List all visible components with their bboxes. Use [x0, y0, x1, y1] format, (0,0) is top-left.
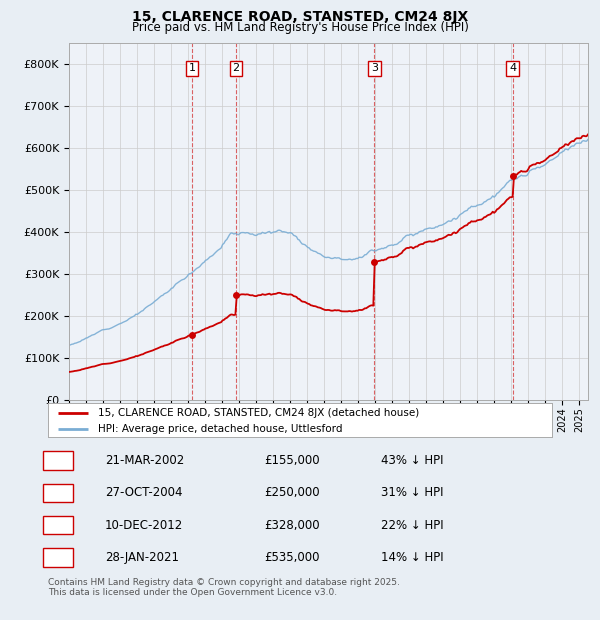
Text: 28-JAN-2021: 28-JAN-2021 — [105, 551, 179, 564]
Text: 4: 4 — [509, 63, 517, 73]
Text: 27-OCT-2004: 27-OCT-2004 — [105, 487, 182, 499]
Text: 10-DEC-2012: 10-DEC-2012 — [105, 519, 183, 531]
Text: 1: 1 — [54, 454, 61, 467]
Text: 31% ↓ HPI: 31% ↓ HPI — [381, 487, 443, 499]
Text: HPI: Average price, detached house, Uttlesford: HPI: Average price, detached house, Uttl… — [98, 423, 343, 433]
Text: 14% ↓ HPI: 14% ↓ HPI — [381, 551, 443, 564]
Text: 22% ↓ HPI: 22% ↓ HPI — [381, 519, 443, 531]
Text: 3: 3 — [54, 519, 61, 531]
Text: £328,000: £328,000 — [264, 519, 320, 531]
Text: 15, CLARENCE ROAD, STANSTED, CM24 8JX (detached house): 15, CLARENCE ROAD, STANSTED, CM24 8JX (d… — [98, 407, 419, 417]
Text: 43% ↓ HPI: 43% ↓ HPI — [381, 454, 443, 467]
Text: Contains HM Land Registry data © Crown copyright and database right 2025.
This d: Contains HM Land Registry data © Crown c… — [48, 578, 400, 597]
Text: 21-MAR-2002: 21-MAR-2002 — [105, 454, 184, 467]
Text: 1: 1 — [188, 63, 196, 73]
Text: £535,000: £535,000 — [264, 551, 320, 564]
Text: Price paid vs. HM Land Registry's House Price Index (HPI): Price paid vs. HM Land Registry's House … — [131, 21, 469, 34]
Text: £250,000: £250,000 — [264, 487, 320, 499]
Text: 2: 2 — [233, 63, 239, 73]
Text: 3: 3 — [371, 63, 378, 73]
Text: 15, CLARENCE ROAD, STANSTED, CM24 8JX: 15, CLARENCE ROAD, STANSTED, CM24 8JX — [132, 10, 468, 24]
Text: £155,000: £155,000 — [264, 454, 320, 467]
Text: 2: 2 — [54, 487, 61, 499]
Text: 4: 4 — [54, 551, 61, 564]
